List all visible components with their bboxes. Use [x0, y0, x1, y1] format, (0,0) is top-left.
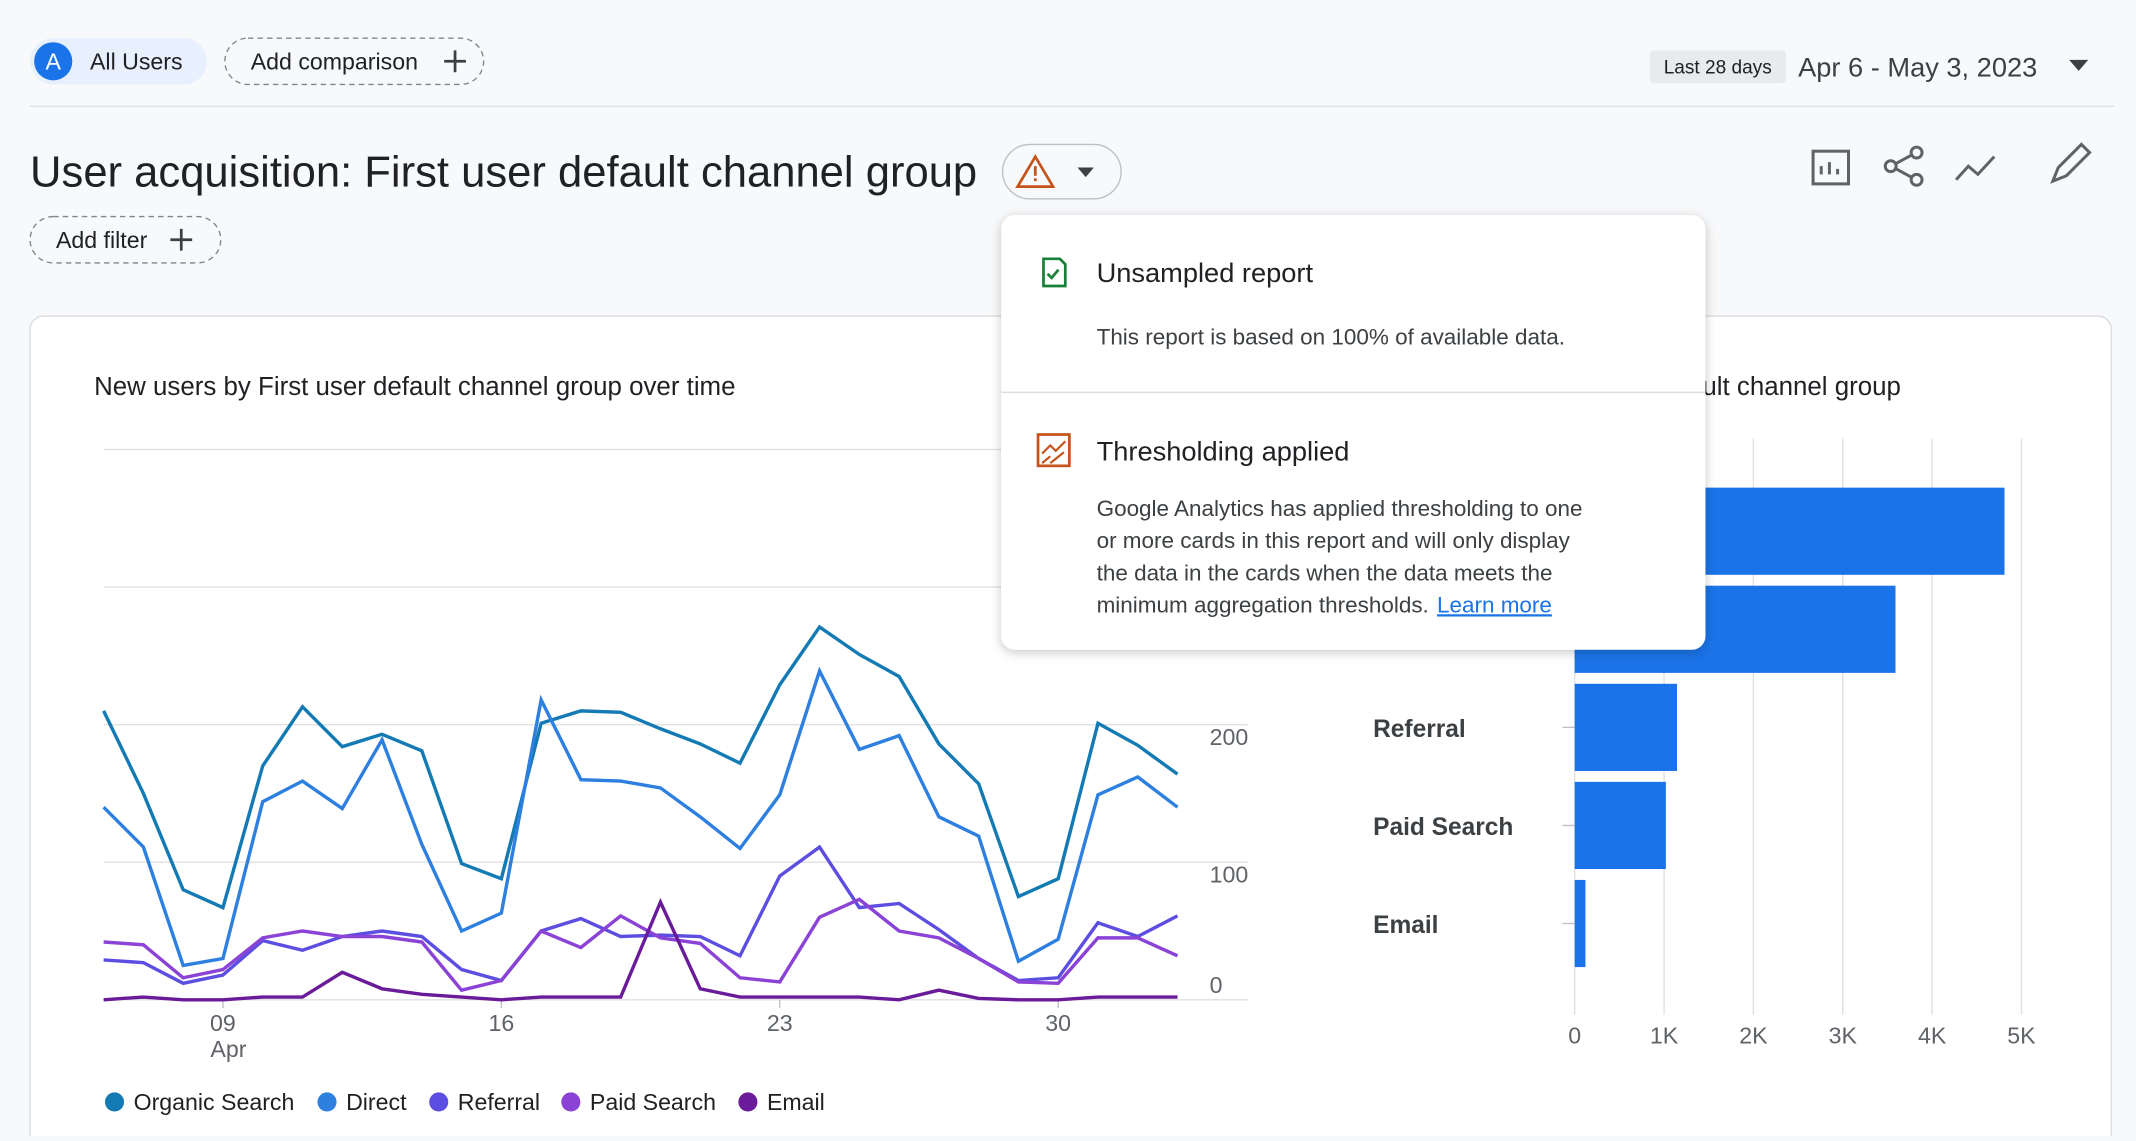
legend-label: Organic Search: [134, 1089, 295, 1115]
y-tick-label: 0: [1210, 972, 1223, 998]
x-tick-label: 1K: [1650, 1022, 1679, 1048]
legend-swatch: [105, 1092, 124, 1111]
x-tick-label: 2K: [1739, 1022, 1768, 1048]
legend-label: Email: [767, 1089, 825, 1115]
x-month-label: Apr: [210, 1036, 246, 1062]
category-label: Email: [1373, 912, 1438, 939]
y-tick-label: 100: [1210, 862, 1249, 888]
x-tick-label: 0: [1568, 1022, 1581, 1048]
segment-label: All Users: [90, 48, 183, 74]
category-label: Referral: [1373, 716, 1466, 743]
popover-item-title: Thresholding applied: [1097, 435, 1350, 466]
x-tick-label: 5K: [2007, 1022, 2036, 1048]
x-tick-label: 4K: [1918, 1022, 1947, 1048]
x-tick-label: 23: [767, 1010, 793, 1036]
bar: [1575, 880, 1586, 967]
popover: Unsampled report This report is based on …: [1001, 215, 1705, 650]
page-title: User acquisition: First user default cha…: [30, 149, 977, 197]
popover-item-text: Google Analytics has applied thresholdin…: [1097, 496, 1583, 521]
line-chart-title: New users by First user default channel …: [94, 373, 735, 401]
add-comparison-label: Add comparison: [251, 48, 418, 74]
bar: [1575, 782, 1666, 869]
x-tick-label: 16: [488, 1010, 514, 1036]
learn-more-link[interactable]: Learn more: [1437, 592, 1552, 617]
x-tick-label: 30: [1045, 1010, 1071, 1036]
legend-swatch: [429, 1092, 448, 1111]
x-tick-label: 3K: [1829, 1022, 1858, 1048]
popover-item-title: Unsampled report: [1097, 257, 1314, 288]
legend-swatch: [738, 1092, 757, 1111]
legend-label: Paid Search: [590, 1089, 716, 1115]
add-filter-label: Add filter: [56, 227, 148, 253]
bar: [1575, 684, 1677, 771]
avatar-letter: A: [46, 48, 62, 74]
range-chip-label: Last 28 days: [1664, 58, 1772, 79]
y-tick-label: 200: [1210, 724, 1249, 750]
legend-swatch: [561, 1092, 580, 1111]
category-label: Paid Search: [1373, 814, 1513, 841]
popover-item-text: the data in the cards when the data meet…: [1097, 560, 1553, 585]
legend-label: Direct: [346, 1089, 407, 1115]
legend-label: Referral: [458, 1089, 540, 1115]
date-range[interactable]: Apr 6 - May 3, 2023: [1798, 51, 2037, 82]
popover-item-text: minimum aggregation thresholds.: [1097, 592, 1429, 617]
popover-item-text: or more cards in this report and will on…: [1097, 528, 1571, 553]
legend-swatch: [317, 1092, 336, 1111]
popover-item-text: This report is based on 100% of availabl…: [1097, 325, 1565, 350]
x-tick-label: 09: [210, 1010, 236, 1036]
